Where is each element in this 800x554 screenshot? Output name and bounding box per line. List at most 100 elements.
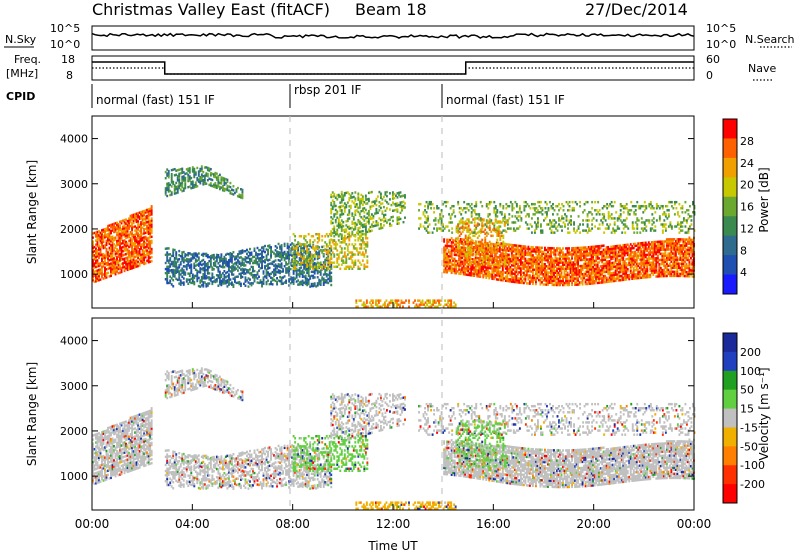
power-cell xyxy=(390,203,393,207)
power-cell xyxy=(164,176,167,180)
power-cell xyxy=(590,247,593,251)
power-cell xyxy=(178,168,181,171)
power-cell xyxy=(289,253,292,257)
power-cell xyxy=(113,238,115,242)
power-cell xyxy=(173,167,176,171)
power-cell xyxy=(500,270,503,274)
power-cell xyxy=(537,262,540,266)
power-cell xyxy=(367,228,370,231)
power-cell xyxy=(453,263,456,267)
power-cell xyxy=(537,270,540,274)
power-cell xyxy=(200,165,203,168)
power-cell xyxy=(146,237,149,240)
power-cell xyxy=(551,257,554,260)
power-cell xyxy=(229,278,232,281)
power-cell xyxy=(218,260,221,263)
power-cell xyxy=(176,270,179,273)
power-cell xyxy=(298,256,301,260)
power-cell xyxy=(577,246,580,250)
power-cell xyxy=(444,268,447,272)
power-cell xyxy=(322,265,325,268)
power-cell xyxy=(566,249,569,252)
power-cell xyxy=(122,233,125,237)
power-cell xyxy=(113,224,115,228)
power-cell xyxy=(205,172,208,175)
power-cell xyxy=(682,260,685,264)
power-cell xyxy=(566,267,569,270)
power-cell xyxy=(271,279,274,282)
power-cell xyxy=(522,261,525,264)
power-cell xyxy=(273,278,276,282)
power-cell xyxy=(560,267,563,271)
power-cell xyxy=(503,271,506,274)
power-cell xyxy=(605,264,608,267)
power-cell xyxy=(280,252,283,255)
power-cell xyxy=(641,270,644,273)
power-cell xyxy=(385,201,388,204)
power-cell xyxy=(96,263,99,266)
power-cell xyxy=(608,255,611,259)
power-cell xyxy=(470,257,473,261)
power-cell xyxy=(357,194,360,197)
power-cell xyxy=(261,280,263,284)
power-cell xyxy=(452,263,455,267)
power-cell xyxy=(134,213,137,216)
power-cell xyxy=(325,279,328,282)
power-cell xyxy=(246,271,248,274)
power-cell xyxy=(364,202,367,206)
power-cell xyxy=(616,265,619,268)
power-cell xyxy=(114,264,117,268)
power-cell xyxy=(101,275,103,279)
power-cell xyxy=(378,217,381,220)
power-cell xyxy=(166,251,169,254)
power-cell xyxy=(129,245,132,248)
power-cell xyxy=(616,257,619,260)
power-cell xyxy=(461,266,464,270)
power-cell xyxy=(661,252,664,256)
power-cell xyxy=(265,256,268,259)
power-cell xyxy=(534,268,537,272)
power-cell xyxy=(476,246,479,250)
power-cell xyxy=(619,246,622,249)
power-cell xyxy=(653,263,656,266)
power-cell xyxy=(137,254,140,258)
power-cell xyxy=(453,243,456,246)
power-cell xyxy=(342,229,345,232)
power-cell xyxy=(333,215,336,218)
power-cell xyxy=(665,256,668,259)
power-cell xyxy=(592,267,595,271)
power-cell xyxy=(583,252,586,255)
power-cell xyxy=(200,284,203,287)
power-cell xyxy=(114,226,117,229)
power-cell xyxy=(578,283,581,286)
power-cell xyxy=(131,267,134,270)
power-cell xyxy=(647,255,650,258)
power-cell xyxy=(674,242,677,245)
power-cell xyxy=(99,249,102,253)
power-cell xyxy=(640,252,643,255)
power-cell xyxy=(595,269,598,273)
power-cell xyxy=(137,224,140,227)
power-cell xyxy=(464,248,467,252)
power-cell xyxy=(685,264,688,268)
power-cell xyxy=(340,201,343,204)
power-cell xyxy=(95,233,97,236)
power-cell xyxy=(378,205,381,208)
power-cell xyxy=(205,268,208,272)
power-cell xyxy=(583,272,586,276)
power-cell xyxy=(295,270,298,273)
power-cell xyxy=(598,251,601,254)
power-cell xyxy=(264,265,266,268)
power-cell xyxy=(217,266,220,269)
power-cell xyxy=(595,259,598,262)
power-cell xyxy=(129,255,132,258)
power-cell xyxy=(530,245,533,249)
power-cell xyxy=(126,221,129,225)
power-cell xyxy=(590,257,593,261)
power-cell xyxy=(352,201,355,205)
power-cell xyxy=(637,246,640,249)
power-cell xyxy=(107,257,109,260)
power-cell xyxy=(587,276,590,279)
power-cell xyxy=(571,255,573,258)
power-cell xyxy=(665,270,668,274)
